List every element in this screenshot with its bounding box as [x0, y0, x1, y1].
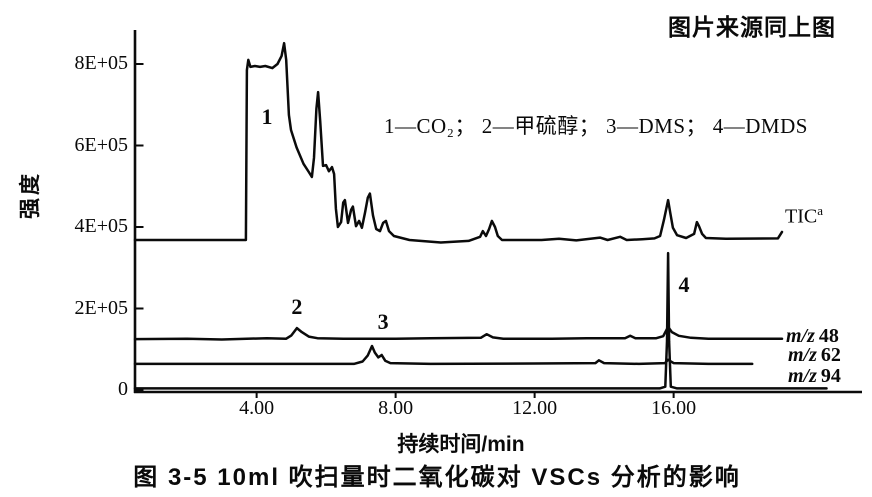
y-tick-label: 0 — [118, 378, 128, 400]
y-tick-label: 2E+05 — [74, 296, 129, 319]
mz-value: 48 — [818, 325, 839, 347]
trace-label-mz94: m/z 94 — [788, 365, 841, 388]
trace-label-tic: TICa — [785, 203, 823, 229]
tic-footnote-marker: a — [817, 203, 823, 218]
y-tick-label: 4E+05 — [74, 215, 129, 237]
trace-tic — [133, 41, 784, 244]
trace-mz62 — [133, 344, 754, 366]
x-tick-label: 8.00 — [378, 397, 414, 419]
tic-text: TIC — [785, 205, 818, 228]
trace-label-mz48: m/z 48 — [786, 325, 839, 348]
mz-prefix: m/z — [786, 325, 815, 347]
peak-label-4: 4 — [678, 271, 690, 297]
image-source-note: 图片来源同上图 — [668, 14, 836, 40]
peak-label-3: 3 — [377, 308, 389, 334]
x-axis-title: 持续时间/min — [397, 433, 525, 456]
mz-value: 94 — [820, 365, 841, 387]
x-tick-label: 12.00 — [512, 397, 558, 419]
peak-legend: 1—CO₂； 2—甲硫醇； 3—DMS； 4—DMDS — [384, 114, 808, 138]
mz-prefix: m/z — [788, 365, 817, 387]
trace-label-mz62: m/z 62 — [788, 344, 841, 367]
y-tick-label: 8E+05 — [74, 52, 129, 74]
y-axis-title: 强度 — [19, 171, 42, 219]
trace-lines — [133, 41, 828, 390]
axis-tick-marks — [135, 63, 675, 398]
x-tick-label: 16.00 — [651, 397, 697, 419]
mz-value: 62 — [820, 344, 841, 366]
peak-label-2: 2 — [291, 293, 303, 319]
mz-prefix: m/z — [788, 344, 817, 366]
figure-caption: 图 3-5 10ml 吹扫量时二氧化碳对 VSCs 分析的影响 — [133, 464, 741, 491]
trace-mz94 — [133, 251, 828, 390]
x-tick-label: 4.00 — [239, 397, 275, 419]
trace-mz48 — [133, 325, 784, 341]
peak-label-1: 1 — [261, 103, 273, 129]
y-tick-label: 6E+05 — [74, 133, 129, 156]
